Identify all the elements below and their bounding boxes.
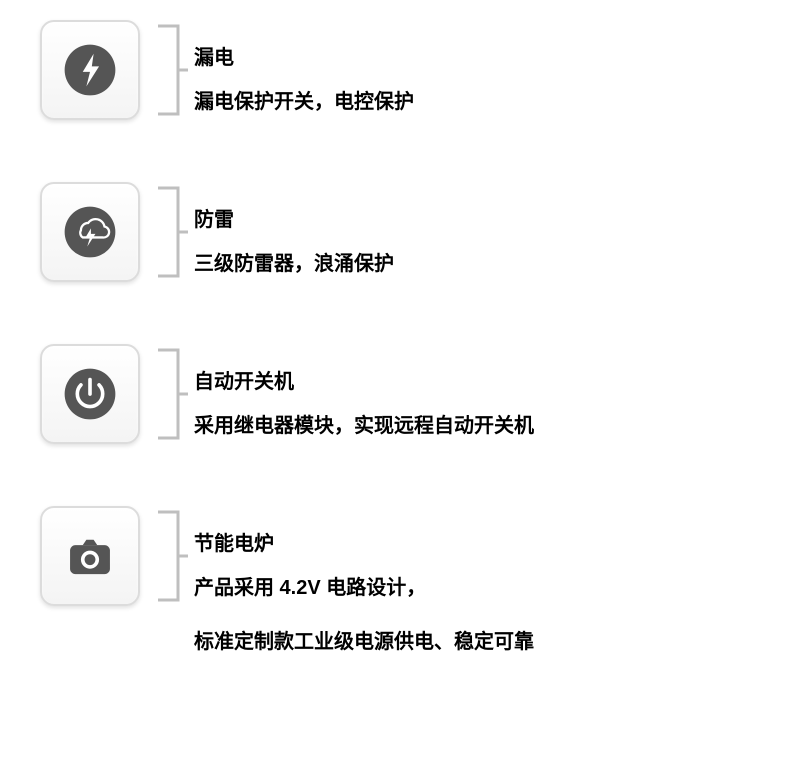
feature-row: 节能电炉 产品采用 4.2V 电路设计， 标准定制款工业级电源供电、稳定可靠 [40, 506, 760, 662]
feature-icon-tile [40, 506, 140, 606]
feature-row: 自动开关机 采用继电器模块，实现远程自动开关机 [40, 344, 760, 446]
feature-text: 节能电炉 产品采用 4.2V 电路设计， 标准定制款工业级电源供电、稳定可靠 [188, 506, 534, 662]
bracket-connector [148, 182, 188, 282]
feature-icon-tile [40, 182, 140, 282]
feature-title: 漏电 [194, 38, 414, 78]
cloud-lightning-icon [61, 203, 119, 261]
feature-title: 防雷 [194, 200, 394, 240]
feature-text: 防雷 三级防雷器，浪涌保护 [188, 182, 394, 284]
bracket-connector [148, 506, 188, 606]
power-icon [61, 365, 119, 423]
bracket-connector [148, 344, 188, 444]
feature-desc: 采用继电器模块，实现远程自动开关机 [194, 406, 534, 446]
camera-icon [61, 527, 119, 585]
bracket-connector [148, 20, 188, 120]
feature-desc: 漏电保护开关，电控保护 [194, 82, 414, 122]
feature-title: 自动开关机 [194, 362, 534, 402]
feature-text: 漏电 漏电保护开关，电控保护 [188, 20, 414, 122]
feature-icon-tile [40, 344, 140, 444]
feature-row: 防雷 三级防雷器，浪涌保护 [40, 182, 760, 284]
feature-title: 节能电炉 [194, 524, 534, 564]
feature-row: 漏电 漏电保护开关，电控保护 [40, 20, 760, 122]
feature-desc: 三级防雷器，浪涌保护 [194, 244, 394, 284]
feature-desc-2: 标准定制款工业级电源供电、稳定可靠 [194, 622, 534, 662]
feature-icon-tile [40, 20, 140, 120]
feature-desc: 产品采用 4.2V 电路设计， [194, 568, 534, 608]
feature-text: 自动开关机 采用继电器模块，实现远程自动开关机 [188, 344, 534, 446]
lightning-icon [61, 41, 119, 99]
